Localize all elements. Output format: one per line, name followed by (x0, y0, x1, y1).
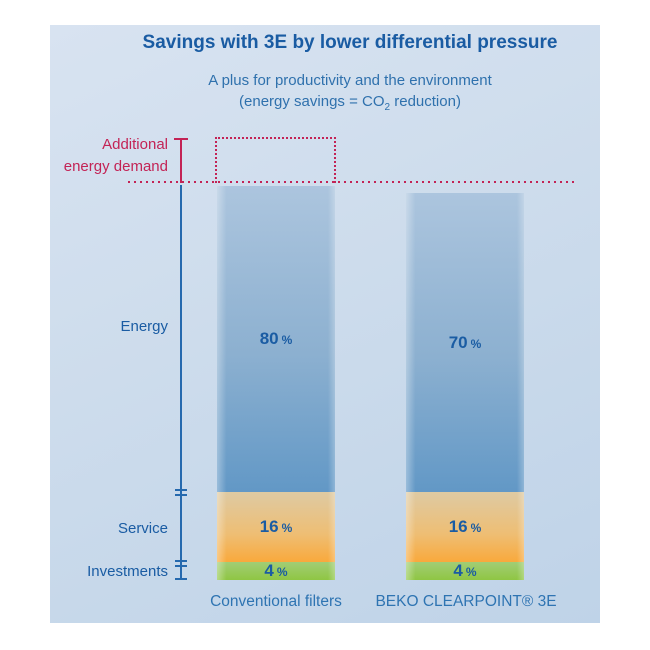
investments-percent-beko: 4% (453, 561, 476, 581)
bar-beko-clearpoint-3e: 70% 16% 4% (406, 193, 524, 580)
axis-tick-service-bottom (175, 560, 187, 562)
segment-energy-beko: 70% (406, 193, 524, 492)
chart-panel: Savings with 3E by lower differential pr… (50, 25, 600, 623)
service-value-conventional: 16 (259, 517, 279, 536)
category-label-conventional-filters: Conventional filters (210, 593, 342, 610)
additional-energy-demand-dotted-outline (215, 137, 336, 183)
chart-subtitle-line2: (energy savings = CO2 reduction) (100, 93, 600, 113)
service-value-beko: 16 (448, 517, 468, 536)
axis-tick-investments-bottom (175, 578, 187, 580)
axis-tick-service-top (175, 494, 187, 496)
axis-tick-energy-bottom (175, 489, 187, 491)
energy-percent-beko: 70% (449, 333, 482, 353)
energy-unit-beko: % (470, 336, 482, 351)
energy-axis-label: Energy (120, 318, 168, 335)
investments-unit-conventional: % (276, 565, 288, 579)
axis-line (180, 185, 182, 580)
investments-percent-conventional: 4% (264, 561, 287, 581)
service-percent-conventional: 16% (260, 517, 293, 537)
segment-investments-conventional: 4% (217, 561, 335, 581)
co2-subscript: 2 (384, 102, 391, 113)
segment-service-conventional: 16% (217, 492, 335, 562)
energy-percent-conventional: 80% (260, 329, 293, 349)
additional-energy-demand-label: Additional energy demand (64, 134, 168, 178)
investments-unit-beko: % (465, 565, 477, 579)
chart-subtitle-line1: A plus for productivity and the environm… (208, 72, 492, 89)
segment-service-beko: 16% (406, 492, 524, 562)
energy-value-conventional: 80 (259, 329, 279, 348)
energy-unit-conventional: % (281, 333, 293, 347)
investments-value-conventional: 4 (264, 561, 274, 580)
service-unit-conventional: % (281, 521, 293, 535)
axis-tick-investments-top (175, 565, 187, 567)
subtitle-prefix: (energy savings = CO (239, 93, 385, 110)
segment-energy-conventional: 80% (217, 186, 335, 492)
dotted-reference-line (128, 181, 575, 183)
additional-energy-demand-line2: energy demand (63, 158, 168, 175)
red-bracket-line (180, 139, 182, 183)
energy-value-beko: 70 (448, 332, 468, 352)
service-axis-label: Service (117, 520, 168, 537)
bar-conventional-filters: 80% 16% 4% (217, 186, 335, 580)
service-unit-beko: % (470, 521, 482, 535)
subtitle-suffix: reduction) (390, 93, 461, 110)
service-percent-beko: 16% (449, 517, 482, 537)
investments-value-beko: 4 (453, 561, 463, 580)
investments-axis-label: Investments (87, 563, 168, 580)
category-label-beko-clearpoint-3e: BEKO CLEARPOINT® 3E (375, 593, 557, 610)
chart-title: Savings with 3E by lower differential pr… (142, 32, 558, 53)
additional-energy-demand-line1: Additional (102, 136, 168, 153)
segment-investments-beko: 4% (406, 561, 524, 581)
